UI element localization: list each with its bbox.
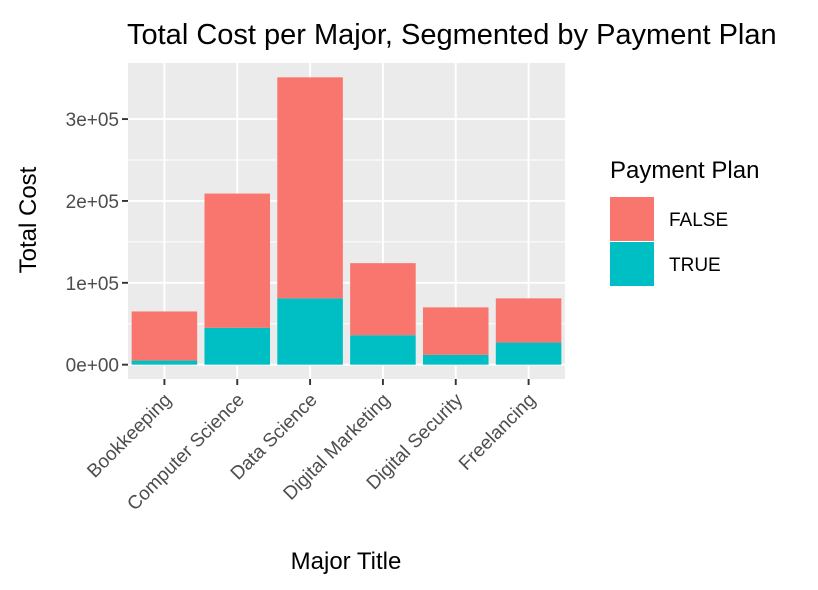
legend: Payment Plan FALSE TRUE [610, 157, 759, 286]
chart-title: Total Cost per Major, Segmented by Payme… [127, 19, 777, 51]
legend-title: Payment Plan [610, 157, 759, 184]
bar-segment-true [422, 354, 489, 365]
bar-segment-true [277, 298, 343, 365]
legend-label-true: TRUE [669, 255, 721, 276]
y-tick-label: 1e+05 [66, 274, 119, 295]
bar-segment-true [495, 342, 562, 365]
y-tick-label: 3e+05 [66, 110, 119, 131]
bars [131, 77, 562, 365]
bar-segment-false [204, 193, 271, 328]
y-tick-label: 2e+05 [66, 192, 119, 213]
legend-key-false [610, 197, 654, 241]
bar-segment-true [204, 327, 271, 365]
legend-label-false: FALSE [669, 210, 728, 231]
bar-segment-false [422, 307, 489, 355]
bar-segment-false [277, 77, 343, 299]
bar-segment-true [131, 360, 198, 365]
x-tick-label: Freelancing [455, 390, 540, 475]
plot-panel [128, 63, 565, 379]
x-axis-title: Major Title [291, 548, 402, 575]
y-tick-label: 0e+00 [66, 356, 119, 377]
bar-segment-false [131, 311, 198, 361]
minor-gridlines [128, 159, 565, 325]
y-axis-title: Total Cost [15, 166, 42, 273]
legend-key-true [610, 242, 654, 286]
bar-segment-false [350, 263, 416, 336]
bar-segment-false [495, 298, 562, 343]
bar-segment-true [350, 335, 416, 365]
y-axis: 0e+00 1e+05 2e+05 3e+05 [66, 110, 128, 377]
